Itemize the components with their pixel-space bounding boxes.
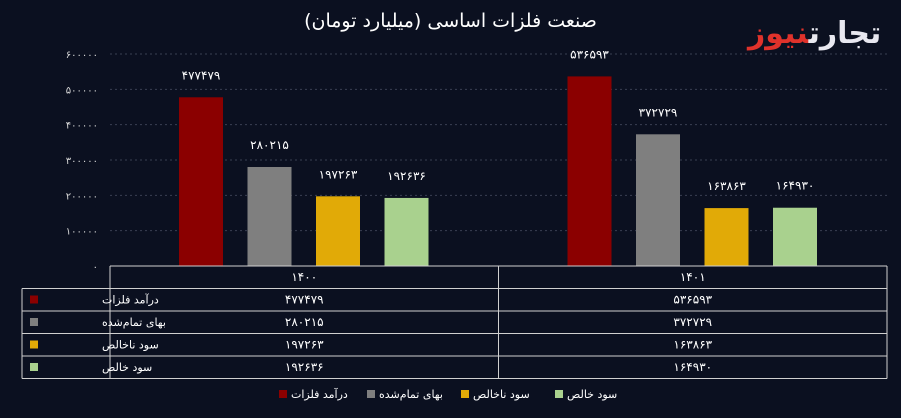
bar bbox=[384, 197, 429, 266]
logo-text-part2: نیوز bbox=[748, 16, 810, 51]
y-tick-label: ۶۰۰۰۰۰ bbox=[66, 50, 98, 61]
table-cell: ۱۶۴۹۳۰ bbox=[673, 360, 712, 374]
table-cell: ۱۹۷۲۶۳ bbox=[285, 338, 324, 352]
table-row-label: سود خالص bbox=[102, 361, 152, 374]
table-cell: ۱۹۲۶۳۶ bbox=[285, 360, 324, 374]
legend-label: سود ناخالص bbox=[473, 388, 530, 401]
legend-swatch bbox=[461, 390, 469, 398]
table-legend-swatch bbox=[30, 363, 38, 371]
brand-logo: تجارتنیوز bbox=[748, 16, 883, 51]
legend-swatch bbox=[279, 390, 287, 398]
table-cell: ۱۶۳۸۶۳ bbox=[673, 338, 712, 352]
table-cell: ۲۸۰۲۱۵ bbox=[285, 315, 324, 329]
y-tick-label: ۴۰۰۰۰۰ bbox=[66, 121, 98, 132]
y-tick-label: ۵۰۰۰۰۰ bbox=[66, 85, 98, 96]
bar bbox=[567, 76, 612, 266]
table-legend-swatch bbox=[30, 295, 38, 304]
table-legend-swatch bbox=[30, 340, 38, 349]
data-label: ۴۷۷۴۷۹ bbox=[182, 68, 221, 82]
logo-text-part1: تجارت bbox=[808, 16, 883, 51]
bar bbox=[247, 166, 292, 266]
table-row-label: درآمد فلزات bbox=[102, 293, 159, 307]
data-label: ۱۹۷۲۶۳ bbox=[319, 167, 358, 181]
legend-label: بهای تمام‌شده bbox=[379, 388, 443, 401]
y-tick-label: ۳۰۰۰۰۰ bbox=[66, 156, 98, 167]
chart-title: صنعت فلزات اساسی (میلیارد تومان) bbox=[304, 10, 597, 32]
legend-label: درآمد فلزات bbox=[291, 387, 348, 401]
legend-swatch bbox=[367, 390, 375, 398]
bar bbox=[316, 196, 360, 266]
bar bbox=[704, 208, 749, 266]
table-cell: ۵۳۶۵۹۳ bbox=[673, 293, 712, 307]
table-row-label: سود ناخالص bbox=[102, 339, 159, 352]
category-label: ۱۴۰۱ bbox=[680, 270, 706, 284]
data-label: ۲۸۰۲۱۵ bbox=[250, 138, 289, 152]
data-label: ۳۷۲۷۲۹ bbox=[639, 105, 678, 119]
data-label: ۱۶۳۸۶۳ bbox=[707, 179, 746, 193]
data-label: ۱۹۲۶۳۶ bbox=[387, 169, 426, 183]
legend-label: سود خالص bbox=[567, 388, 617, 401]
bar bbox=[636, 134, 680, 266]
y-tick-label: ۲۰۰۰۰۰ bbox=[66, 191, 98, 202]
bar bbox=[179, 97, 223, 266]
y-tick-label: ۰ bbox=[93, 262, 98, 273]
bar bbox=[773, 207, 817, 266]
category-label: ۱۴۰۰ bbox=[291, 270, 317, 284]
table-row-label: بهای تمام‌شده bbox=[102, 316, 166, 329]
table-legend-swatch bbox=[30, 318, 38, 326]
data-label: ۵۳۶۵۹۳ bbox=[570, 47, 609, 61]
legend-swatch bbox=[555, 390, 563, 398]
data-label: ۱۶۴۹۳۰ bbox=[776, 179, 815, 193]
table-cell: ۳۷۲۷۲۹ bbox=[673, 315, 712, 329]
y-tick-label: ۱۰۰۰۰۰ bbox=[66, 227, 98, 238]
table-cell: ۴۷۷۴۷۹ bbox=[285, 293, 324, 307]
